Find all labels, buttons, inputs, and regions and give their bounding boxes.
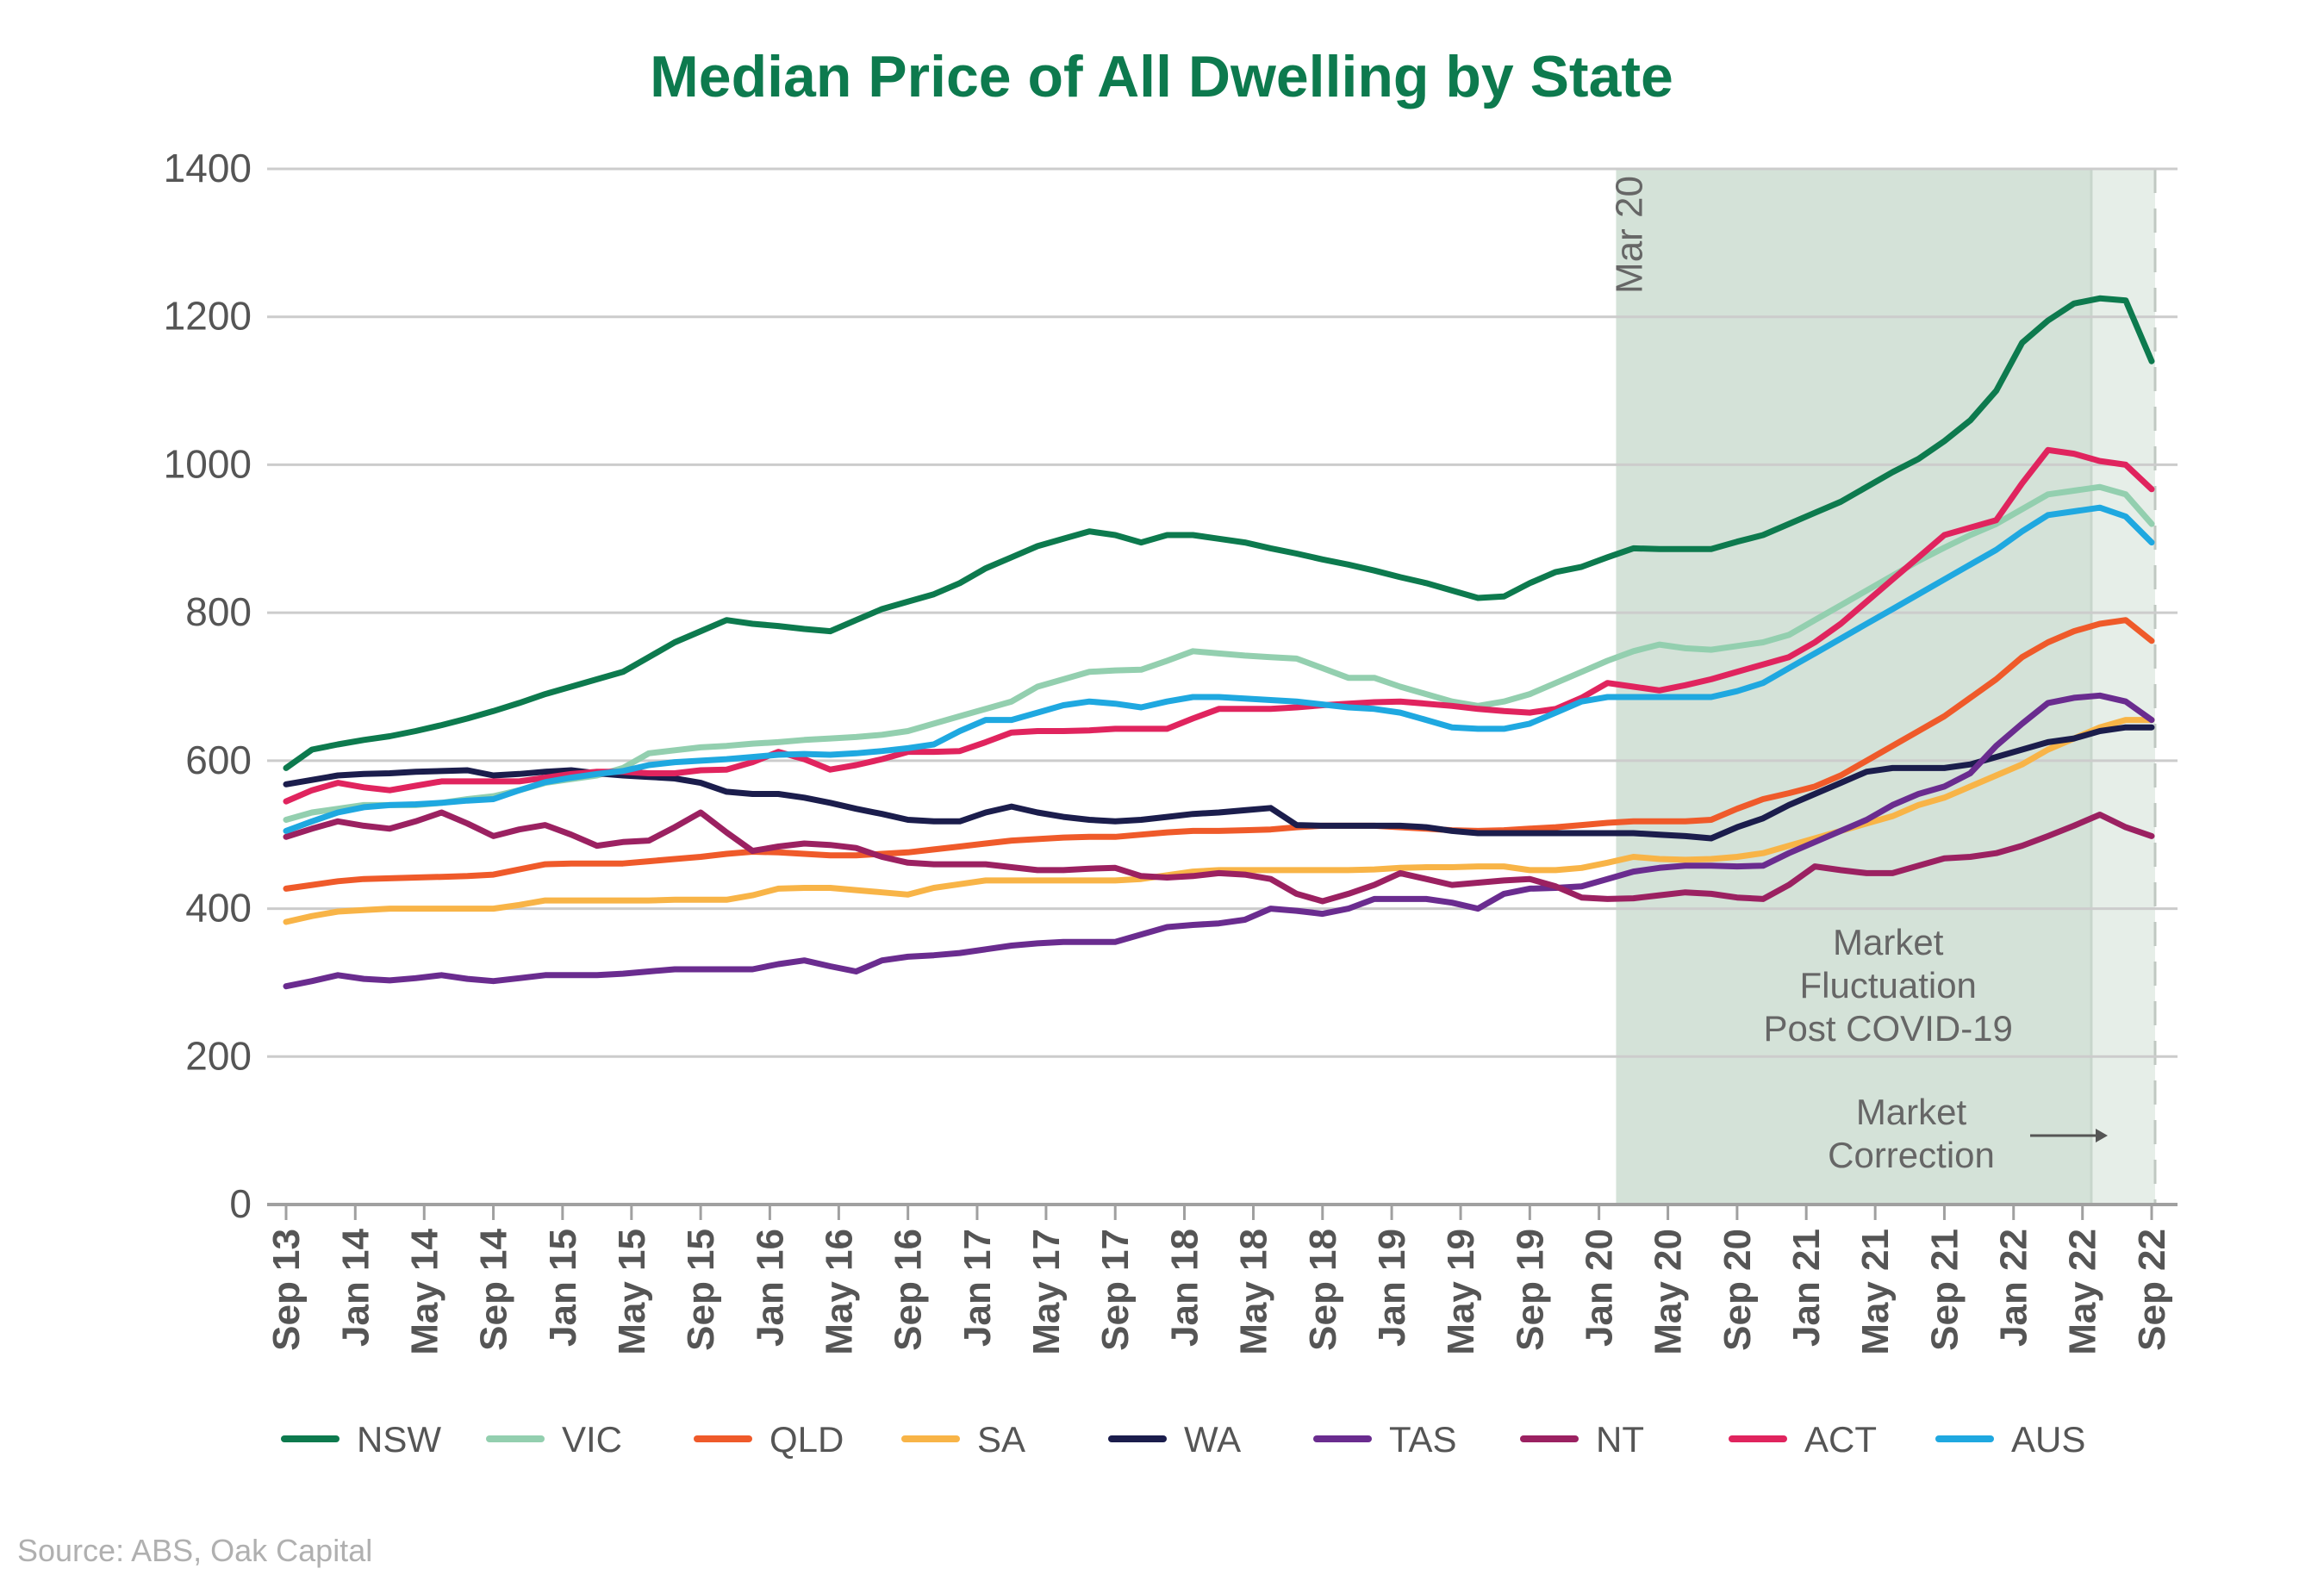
x-tick-label: Sep 15 [680, 1229, 722, 1351]
y-tick-label: 400 [185, 886, 252, 931]
x-tick-label: Sep 18 [1302, 1229, 1344, 1351]
chart-title: Median Price of All Dwelling by State [650, 44, 1673, 109]
y-tick-label: 1400 [164, 146, 252, 190]
legend-label-vic: VIC [562, 1419, 622, 1460]
y-axis: 0 200 400 600 800 1000 1200 1400 [164, 146, 252, 1226]
series-line-nsw [283, 295, 2155, 771]
x-tick-label: Jan 18 [1164, 1229, 1206, 1347]
x-tick-label: Sep 20 [1717, 1229, 1759, 1351]
x-tick-label: Jan 19 [1371, 1229, 1413, 1347]
legend-label-nsw: NSW [357, 1419, 441, 1460]
x-tick-label: May 18 [1232, 1229, 1274, 1355]
fluctuation-label: Market [1833, 922, 1944, 962]
shaded-bands [1616, 169, 2157, 1205]
correction-label: Correction [1828, 1135, 1995, 1175]
x-tick-label: May 22 [2062, 1229, 2104, 1355]
gridlines [267, 167, 2178, 1206]
legend-label-act: ACT [1804, 1419, 1877, 1460]
x-tick-label: May 19 [1440, 1229, 1482, 1355]
series-line-qld [283, 617, 2155, 892]
x-tick-label: Sep 22 [2131, 1229, 2173, 1351]
x-axis: Sep 13 Jan 14 May 14 Sep 14 Jan 15 May 15 Sep … [265, 1205, 2173, 1355]
y-tick-label: 1000 [164, 441, 252, 486]
x-tick-label: May 20 [1648, 1229, 1690, 1355]
legend-label-sa: SA [977, 1419, 1025, 1460]
x-tick-label: Jan 20 [1579, 1229, 1621, 1347]
x-tick-label: Jan 15 [542, 1229, 584, 1347]
x-tick-label: May 14 [403, 1228, 445, 1354]
correction-band [2090, 169, 2155, 1205]
fluctuation-label: Fluctuation [1799, 965, 1976, 1005]
x-tick-label: Jan 16 [749, 1229, 791, 1347]
x-tick-label: May 15 [611, 1229, 653, 1355]
correction-arrow-head [2096, 1129, 2108, 1142]
x-tick-label: Sep 13 [265, 1229, 308, 1351]
correction-label: Market [1856, 1092, 1967, 1132]
series-line-nt [283, 809, 2155, 905]
legend-label-nt: NT [1596, 1419, 1644, 1460]
x-tick-label: May 21 [1854, 1229, 1897, 1355]
x-tick-label: Sep 21 [1923, 1229, 1966, 1351]
x-tick-label: Jan 17 [956, 1229, 999, 1347]
y-tick-label: 0 [229, 1181, 252, 1226]
legend-label-tas: TAS [1389, 1419, 1457, 1460]
y-tick-label: 200 [185, 1033, 252, 1078]
legend: NSW VIC QLD SA WA TAS NT ACT AUS [281, 1419, 2085, 1460]
y-tick-label: 600 [185, 738, 252, 782]
x-tick-label: May 16 [818, 1229, 860, 1355]
x-tick-label: Sep 17 [1094, 1229, 1137, 1351]
x-tick-label: Jan 14 [334, 1228, 377, 1347]
x-tick-label: Jan 21 [1785, 1229, 1828, 1347]
x-tick-label: Jan 22 [1993, 1229, 2035, 1347]
fluctuation-label: Post COVID-19 [1763, 1008, 2012, 1049]
legend-label-wa: WA [1184, 1419, 1241, 1460]
y-tick-label: 800 [185, 589, 252, 634]
x-tick-label: Sep 19 [1509, 1229, 1551, 1351]
x-tick-label: Sep 16 [888, 1229, 930, 1351]
legend-label-qld: QLD [769, 1419, 844, 1460]
covid-band [1616, 169, 2091, 1205]
x-tick-label: May 17 [1025, 1229, 1068, 1355]
series-line-tas [283, 692, 2155, 990]
y-tick-label: 1200 [164, 294, 252, 339]
source-note: Source: ABS, Oak Capital [17, 1533, 372, 1568]
legend-label-aus: AUS [2011, 1419, 2085, 1460]
series-lines [283, 295, 2155, 990]
x-tick-label: Sep 14 [473, 1228, 515, 1350]
series-line-aus [283, 504, 2155, 834]
covid-start-label: Mar 20 [1608, 176, 1650, 294]
